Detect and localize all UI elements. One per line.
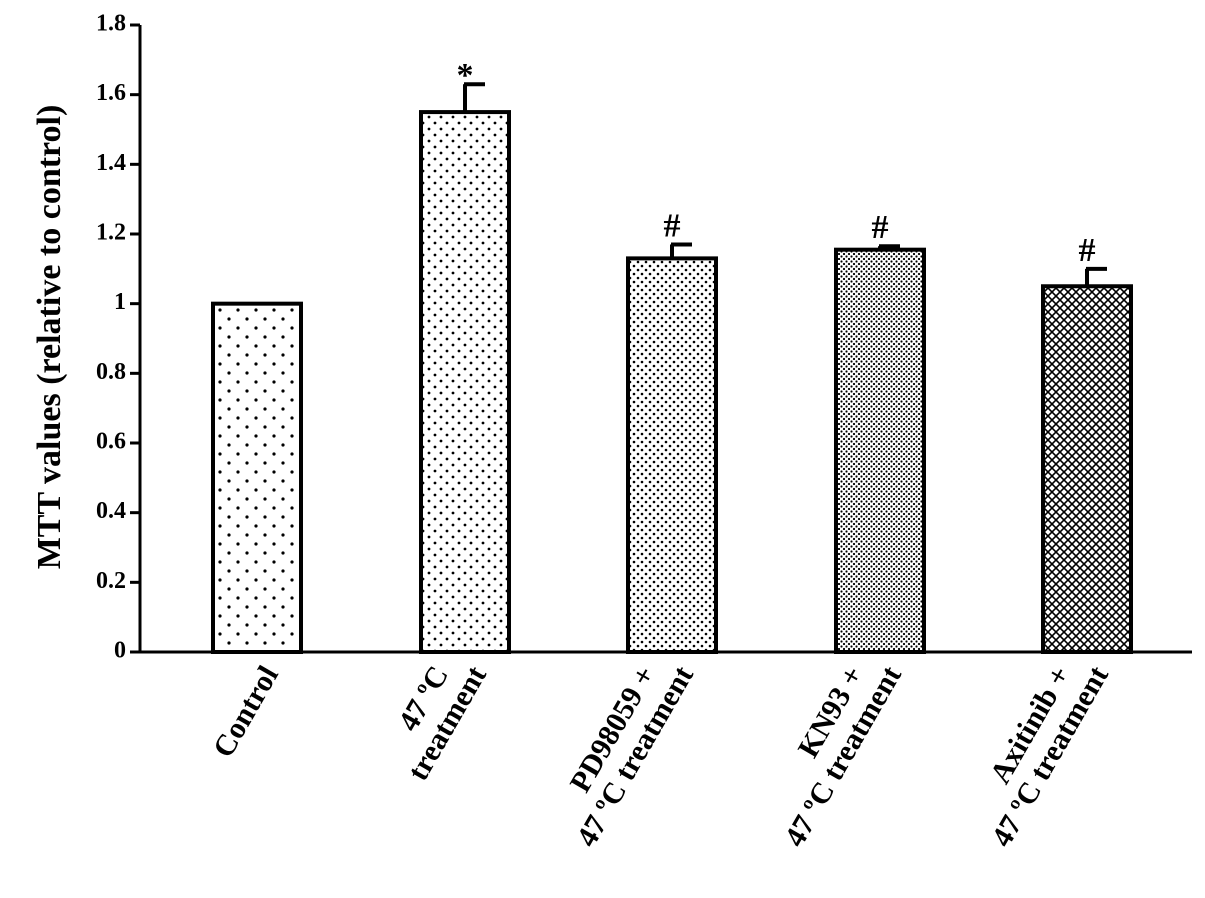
y-tick-label: 1.8	[96, 11, 126, 37]
y-tick-label: 0.6	[96, 429, 126, 455]
y-tick-label: 1.6	[96, 80, 126, 106]
y-tick-label: 0.4	[96, 498, 126, 524]
y-tick-label: 0.2	[96, 568, 126, 594]
bar	[419, 110, 511, 655]
y-axis-title: MTT values (relative to control)	[31, 105, 68, 570]
significance-marker: #	[664, 207, 681, 244]
bar	[834, 247, 926, 655]
bar	[211, 301, 303, 654]
bar	[1041, 284, 1133, 654]
y-tick-label: 1.2	[96, 220, 126, 246]
x-category-label: Control	[207, 660, 285, 763]
significance-marker: #	[872, 209, 889, 246]
significance-marker: *	[457, 57, 474, 94]
y-tick-label: 1.4	[96, 150, 126, 176]
y-tick-label: 0	[114, 638, 126, 664]
significance-marker: #	[1079, 232, 1096, 269]
bar	[626, 256, 718, 654]
y-tick-label: 1	[114, 289, 126, 315]
y-tick-label: 0.8	[96, 359, 126, 385]
